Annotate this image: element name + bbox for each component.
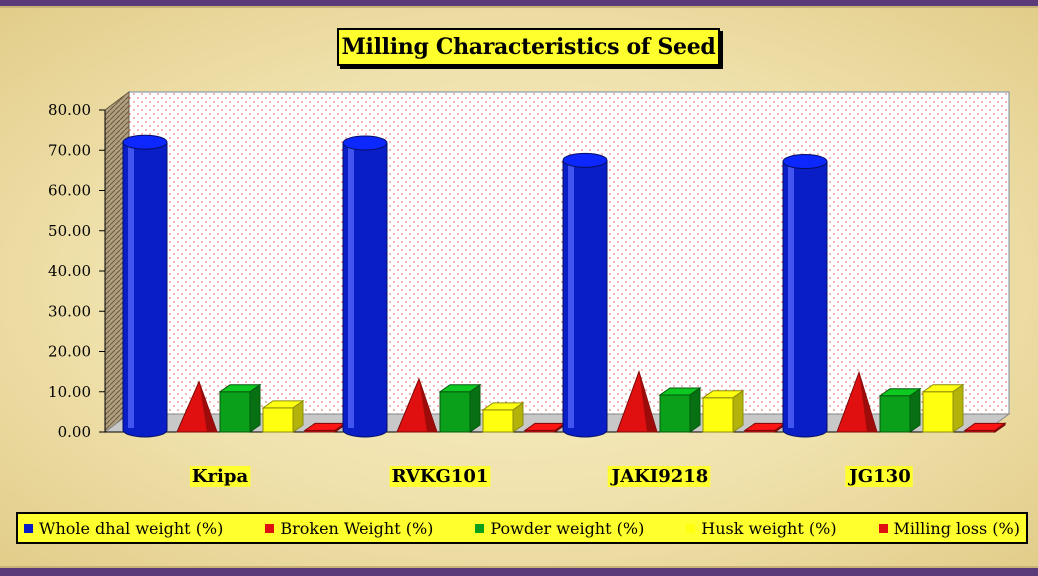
- y-tick-label: 80.00: [48, 101, 91, 119]
- bar-broken-kripa: [176, 380, 218, 433]
- legend-swatch: [265, 523, 275, 533]
- x-axis-categories: Kripa RVKG101 JAKI9218 JG130: [189, 466, 913, 487]
- legend-label: Broken Weight (%): [280, 518, 434, 538]
- y-axis-ticks: 0.00 10.00 20.00 30.00 40.00 50.00 60.00 70.00 8…: [48, 101, 105, 441]
- y-tick-label: 50.00: [48, 222, 91, 240]
- x-category-label: JAKI9218: [610, 466, 709, 487]
- bar-whole-jg130: [782, 154, 828, 438]
- bar-whole-jaki9218: [562, 152, 608, 438]
- x-category-label-bg: [389, 466, 491, 487]
- legend-item: Powder weight (%): [475, 519, 644, 538]
- y-tick-label: 60.00: [48, 182, 91, 200]
- legend-swatch: [878, 523, 888, 533]
- bar-powder-kripa: [218, 383, 262, 433]
- legend-item: Husk weight (%): [686, 518, 837, 538]
- bar-broken-jaki9218: [616, 370, 658, 433]
- bar-milling-jg130: [963, 422, 1007, 433]
- bar-broken-rvkg101: [396, 377, 438, 433]
- y-tick-label: 20.00: [48, 343, 91, 361]
- legend-item: Milling loss (%): [878, 518, 1020, 538]
- legend: Whole dhal weight (%) Broken Weight (%) Po…: [16, 512, 1028, 544]
- x-category-label-bg: [845, 466, 913, 487]
- y-tick-label: 70.00: [48, 141, 91, 159]
- legend-swatch: [24, 523, 33, 533]
- bar-whole-rvkg101: [342, 135, 388, 438]
- bar-whole-kripa: [122, 134, 168, 438]
- legend-swatch: [475, 523, 485, 533]
- x-category-label-bg: [607, 466, 711, 487]
- bar-husk-rvkg101: [481, 401, 525, 433]
- chart-title: Milling Characteristics of Seed: [337, 28, 720, 66]
- y-tick-label: 0.00: [58, 423, 91, 441]
- x-category-label: JG130: [847, 466, 910, 487]
- legend-item: Broken Weight (%): [265, 519, 433, 538]
- legend-item: Whole dhal weight (%): [24, 519, 223, 538]
- bar-husk-jg130: [921, 383, 965, 433]
- y-tick-label: 40.00: [48, 262, 91, 280]
- legend-swatch: [686, 523, 696, 533]
- legend-label: Whole dhal weight (%): [39, 518, 224, 538]
- legend-label: Milling loss (%): [893, 518, 1020, 538]
- bar-powder-jaki9218: [658, 387, 702, 433]
- bars: [122, 134, 1007, 438]
- legend-label: Powder weight (%): [490, 518, 645, 538]
- bar-husk-jaki9218: [701, 389, 745, 433]
- x-category-label-bg: [189, 466, 251, 487]
- y-tick-label: 10.00: [48, 383, 91, 401]
- bar-powder-jg130: [878, 387, 922, 433]
- x-category-label: Kripa: [192, 466, 249, 487]
- bar-powder-rvkg101: [438, 383, 482, 433]
- x-category-label: RVKG101: [392, 466, 489, 487]
- legend-label: Husk weight (%): [701, 518, 837, 538]
- y-tick-label: 30.00: [48, 302, 91, 320]
- plot-walls: [103, 91, 1011, 433]
- bar-husk-kripa: [261, 399, 305, 433]
- bar-broken-jg130: [836, 370, 878, 433]
